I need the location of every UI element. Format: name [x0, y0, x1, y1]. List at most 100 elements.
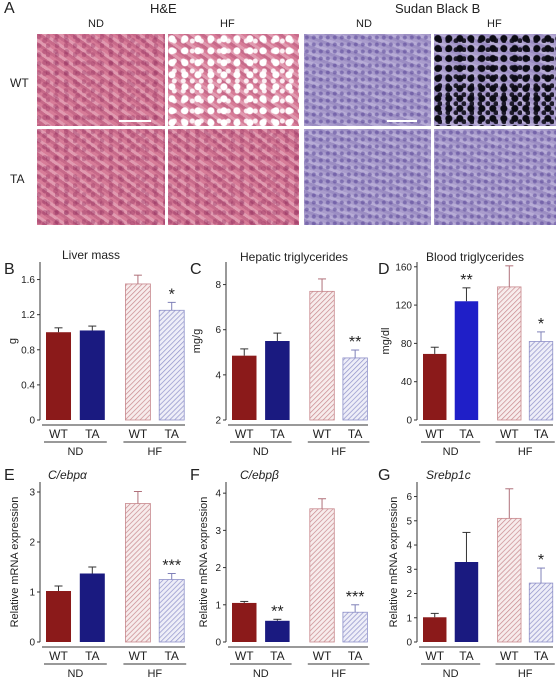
- panel-letter-g: G: [378, 467, 390, 484]
- bar-f-wt-nd: [232, 602, 257, 642]
- significance-d: *: [538, 316, 544, 333]
- bar-label-g: TA: [534, 649, 548, 663]
- bar-d-ta-nd: [454, 301, 479, 420]
- y-axis-label-b: g: [7, 338, 19, 344]
- panel-letter-f: F: [190, 467, 200, 484]
- bar-label-b: WT: [49, 427, 68, 441]
- y-tick-label-b: 1.6: [21, 275, 35, 286]
- bar-label-e: TA: [85, 649, 99, 663]
- significance-f: ***: [346, 589, 365, 606]
- histology-sb-ta-nd: [304, 129, 431, 225]
- bar-c-ta-hf: [342, 357, 368, 421]
- y-tick-label-c: 8: [215, 280, 221, 291]
- chart-title-e: C/ebpα: [48, 468, 88, 482]
- y-tick-label-b: 0.4: [21, 380, 35, 391]
- chart-title-g: Srebp1c: [426, 468, 471, 482]
- y-tick-label-g: 0: [406, 638, 412, 649]
- sb-col-hf: HF: [487, 18, 502, 30]
- bar-e-wt-nd: [46, 591, 72, 642]
- significance-c: **: [349, 334, 361, 351]
- bar-d-wt-nd: [423, 353, 447, 420]
- bar-label-b: TA: [164, 427, 178, 441]
- significance-f: **: [271, 603, 283, 620]
- he-title: H&E: [150, 1, 177, 16]
- row-label-wt: WT: [10, 76, 29, 90]
- y-tick-label-g: 1: [406, 613, 412, 624]
- group-label-nd-g: ND: [443, 668, 459, 677]
- y-tick-label-b: 0.8: [21, 345, 35, 356]
- group-label-nd-f: ND: [253, 668, 269, 677]
- bar-g-wt-hf: [497, 517, 522, 643]
- bar-label-e: WT: [129, 649, 148, 663]
- histology-sb-wt-nd: [304, 34, 431, 126]
- panel-letter-b: B: [4, 261, 15, 278]
- y-tick-label-c: 6: [215, 325, 221, 336]
- chart-title-c: Hepatic triglycerides: [240, 250, 348, 264]
- y-tick-label-f: 1: [215, 600, 221, 611]
- bar-e-ta-hf: [158, 579, 185, 643]
- group-label-nd-d: ND: [443, 446, 459, 458]
- significance-g: *: [538, 552, 544, 569]
- group-label-hf-b: HF: [147, 446, 162, 458]
- bar-label-f: TA: [348, 649, 362, 663]
- histology-he-wt-nd: [37, 34, 165, 126]
- bar-g-ta-nd: [454, 562, 479, 642]
- bar-g-ta-hf: [528, 582, 554, 643]
- bar-d-ta-hf: [528, 341, 554, 421]
- row-label-ta: TA: [10, 172, 25, 186]
- histology-he-wt-hf: [168, 34, 299, 126]
- group-label-hf-f: HF: [331, 668, 346, 677]
- significance-b: *: [169, 286, 175, 303]
- chart-title-f: C/ebpβ: [240, 468, 279, 482]
- scale-bar: [119, 120, 151, 122]
- y-tick-label-d: 0: [406, 416, 412, 427]
- bar-f-wt-hf: [309, 508, 335, 643]
- panel-letter-d: D: [378, 261, 390, 278]
- y-axis-label-f: Relative mRNA expression: [198, 497, 210, 628]
- bar-label-b: WT: [129, 427, 148, 441]
- y-tick-label-f: 2: [215, 563, 221, 574]
- bar-label-c: WT: [235, 427, 254, 441]
- y-tick-label-d: 80: [401, 339, 413, 350]
- group-label-hf-d: HF: [518, 446, 533, 458]
- he-col-nd: ND: [88, 18, 104, 30]
- bar-label-d: WT: [425, 427, 444, 441]
- bar-b-ta-hf: [158, 309, 185, 421]
- y-tick-label-e: 0: [29, 638, 35, 649]
- y-tick-label-d: 40: [401, 377, 413, 388]
- y-tick-label-d: 160: [395, 262, 412, 273]
- y-axis-label-d: mg/dl: [380, 328, 392, 355]
- y-tick-label-e: 3: [29, 488, 35, 499]
- y-axis-label-c: mg/g: [191, 329, 203, 353]
- he-col-hf: HF: [220, 18, 235, 30]
- y-tick-label-f: 0: [215, 638, 221, 649]
- panel-letter-e: E: [4, 467, 15, 484]
- y-axis-label-g: Relative mRNA expression: [388, 497, 400, 628]
- bar-c-ta-nd: [265, 341, 290, 420]
- histology-he-ta-hf: [168, 129, 299, 225]
- bar-label-g: WT: [500, 649, 519, 663]
- panel-letter-a: A: [4, 0, 15, 17]
- bar-label-e: TA: [164, 649, 178, 663]
- bar-f-ta-nd: [265, 620, 290, 642]
- bar-d-wt-hf: [497, 286, 522, 421]
- group-label-nd-e: ND: [67, 668, 83, 677]
- y-tick-label-d: 120: [395, 301, 412, 312]
- y-tick-label-g: 2: [406, 589, 412, 600]
- bar-label-f: WT: [235, 649, 254, 663]
- chart-title-d: Blood triglycerides: [426, 250, 524, 264]
- y-tick-label-g: 5: [406, 516, 412, 527]
- bar-b-wt-nd: [46, 332, 72, 420]
- group-label-nd-c: ND: [253, 446, 269, 458]
- histology-sb-ta-hf: [434, 129, 556, 225]
- bar-f-ta-hf: [342, 611, 368, 643]
- y-axis-label-e: Relative mRNA expression: [9, 497, 21, 628]
- y-tick-label-f: 3: [215, 526, 221, 537]
- group-label-hf-g: HF: [518, 668, 533, 677]
- y-tick-label-f: 4: [215, 489, 221, 500]
- bar-c-wt-hf: [309, 290, 335, 421]
- bar-e-ta-nd: [79, 573, 105, 642]
- y-tick-label-c: 2: [215, 416, 221, 427]
- bar-b-ta-nd: [79, 330, 105, 420]
